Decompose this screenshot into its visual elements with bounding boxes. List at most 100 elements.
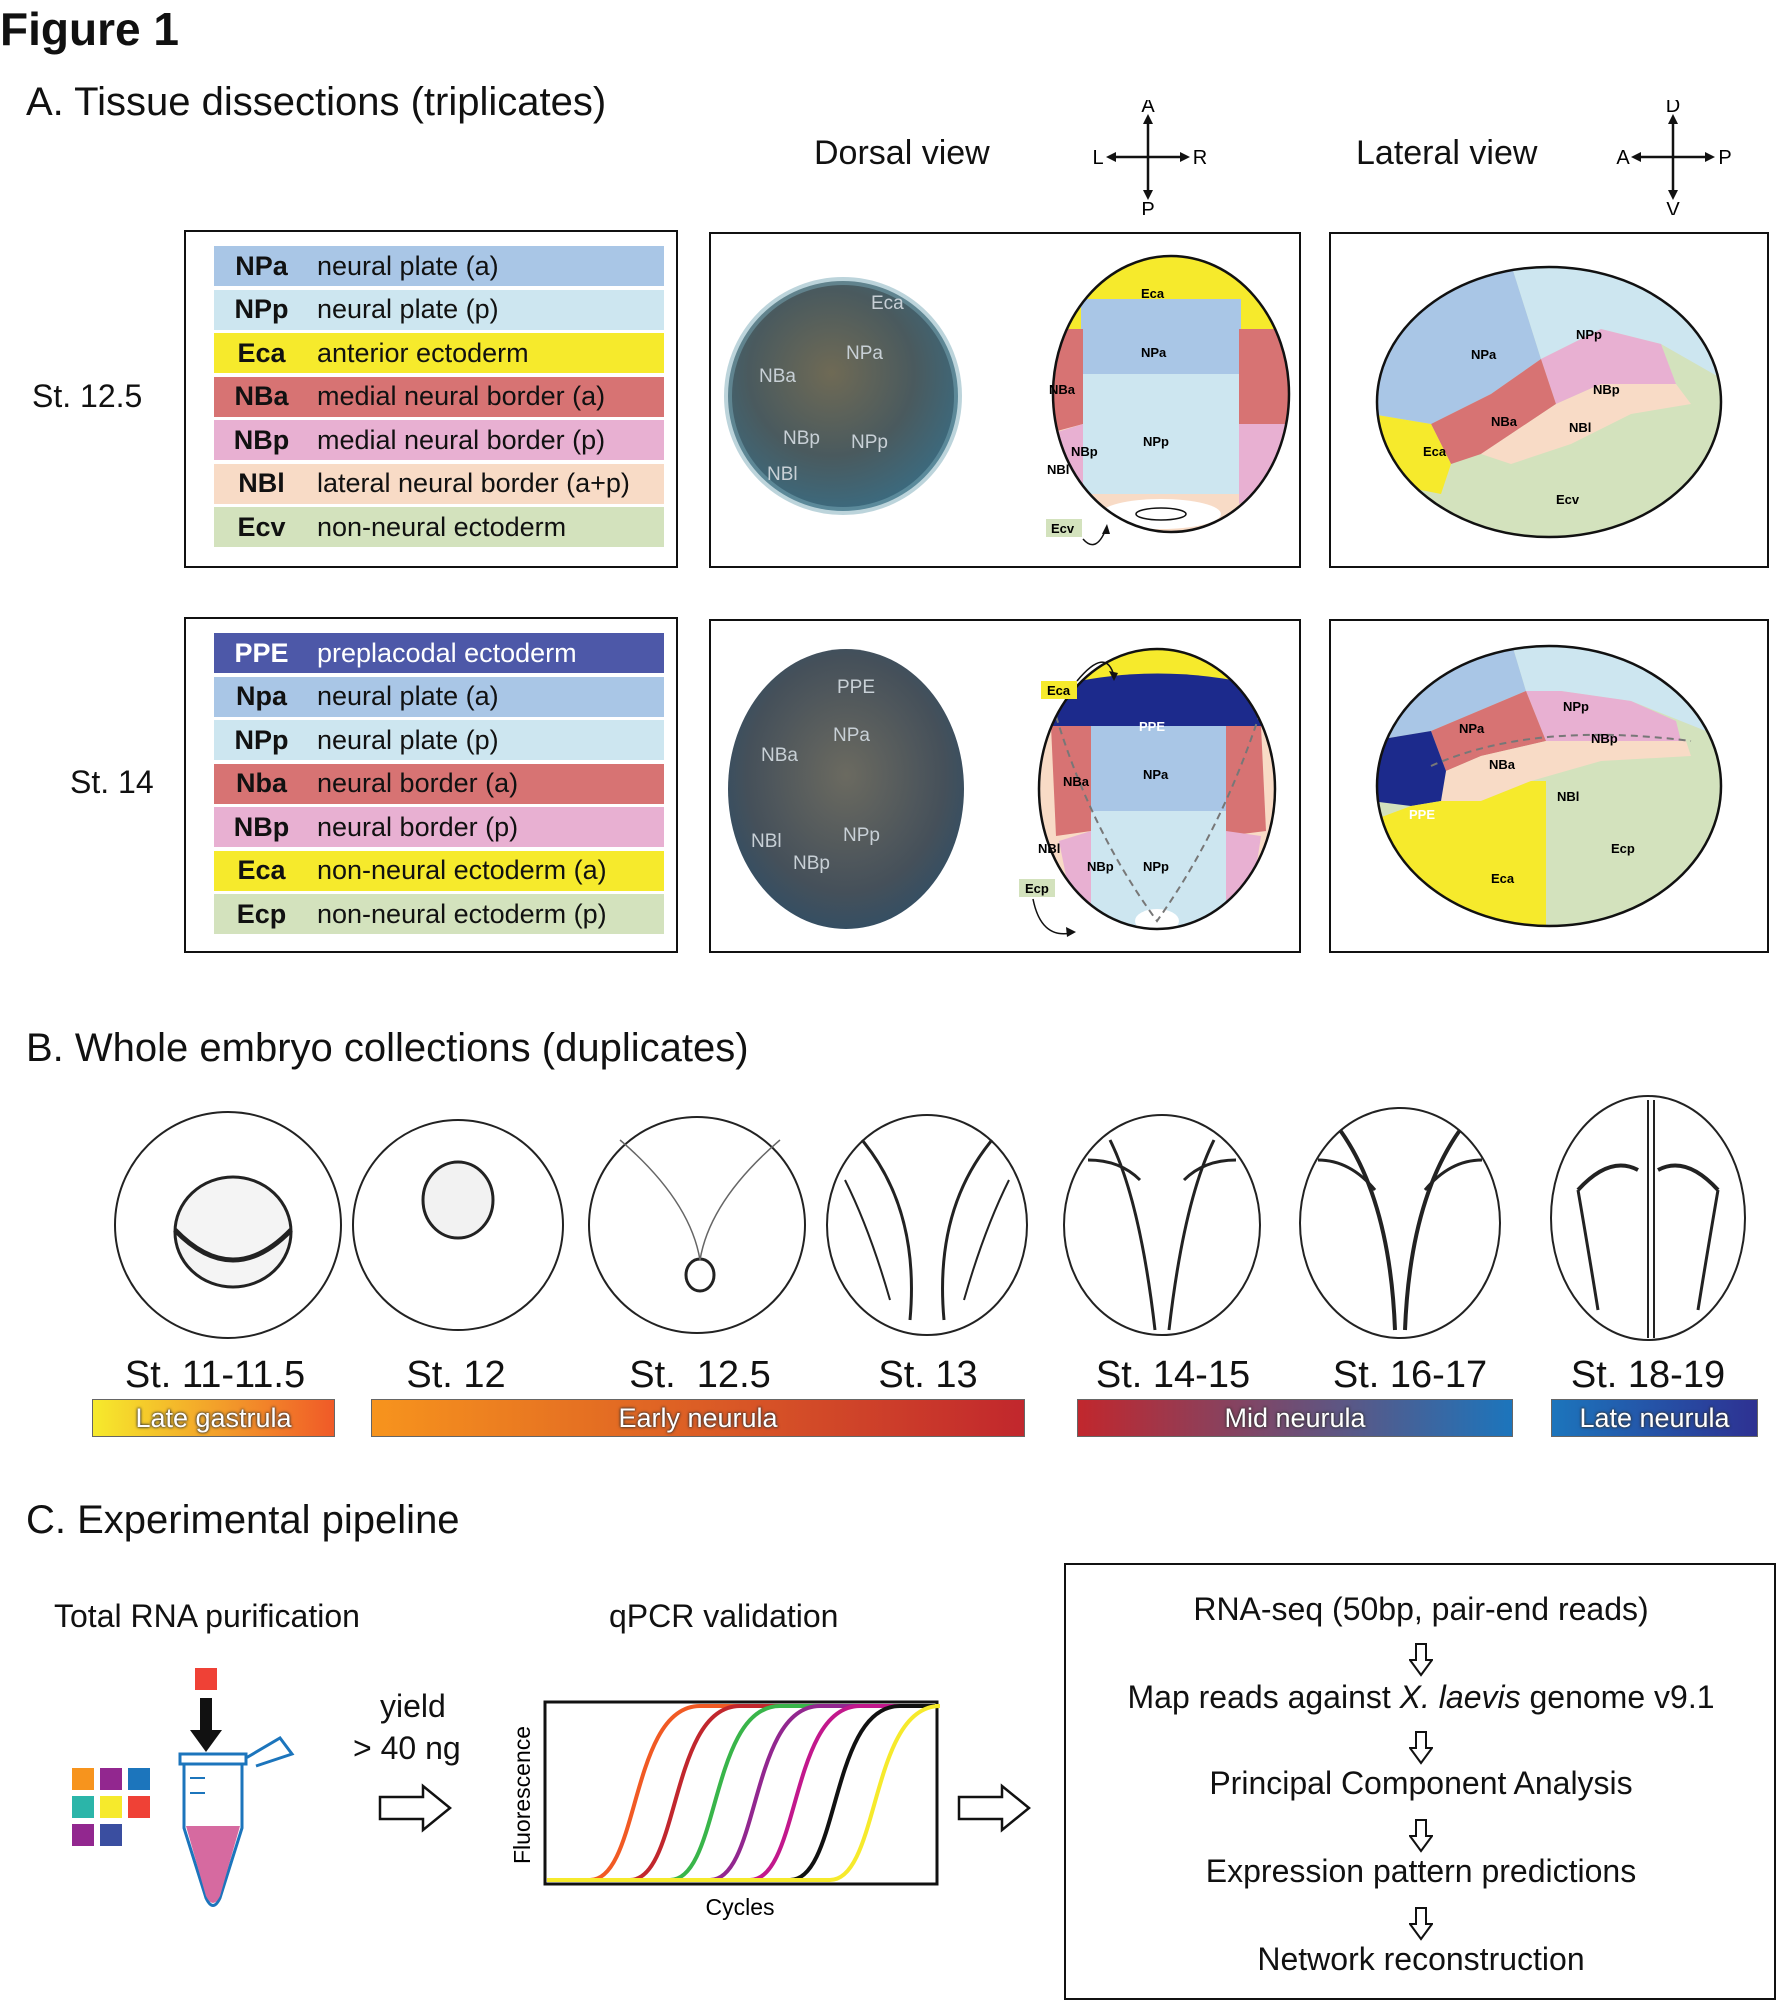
- photo-label: NPa: [833, 725, 870, 746]
- legend-row: NPa neural plate (a): [214, 246, 664, 286]
- rna-purification-label: Total RNA purification: [54, 1598, 360, 1634]
- panel-c-title: C. Experimental pipeline: [26, 1498, 460, 1542]
- legend-row: NBp neural border (p): [214, 807, 664, 847]
- axis-right: R: [1193, 147, 1207, 169]
- analysis-workflow-box: RNA-seq (50bp, pair-end reads) Map reads…: [1064, 1563, 1776, 2000]
- sample-square: [100, 1824, 122, 1846]
- photo-label: NBp: [783, 428, 820, 449]
- schematic-label: NBp: [1087, 859, 1114, 874]
- legend-code: NPp: [234, 724, 289, 755]
- legend-desc: lateral neural border (a+p): [317, 468, 630, 498]
- legend-row: NBp medial neural border (p): [214, 420, 664, 460]
- photo-label: NBp: [793, 853, 830, 874]
- legend-row: NPp neural plate (p): [214, 289, 664, 330]
- legend-code: NPp: [234, 294, 289, 324]
- embryo-drawing-2: [352, 1119, 564, 1331]
- right-arrow-icon: [378, 1783, 452, 1833]
- legend-desc: medial neural border (a): [317, 381, 606, 411]
- axis-bottom: P: [1141, 199, 1154, 215]
- lateral-axes-icon: D V A P: [1616, 100, 1731, 215]
- photo-label: NPp: [843, 825, 880, 846]
- phase-label: Late gastrula: [135, 1402, 292, 1433]
- dorsal-images-st14: PPE NPa NBa NBl NPp NBp Eca PPE NBa NPa: [728, 647, 1277, 937]
- lateral-label: NBp: [1591, 731, 1618, 746]
- legend-desc: neural plate (p): [317, 294, 499, 324]
- lateral-box-st14: NPp NPa NBp NBa NBl PPE Ecp Eca: [1329, 619, 1769, 953]
- lateral-schematic-st12-5: NPa NPp NBp NBa NBl Eca Ecv: [1375, 265, 1723, 539]
- lateral-label: NPp: [1576, 327, 1602, 342]
- legend-desc: medial neural border (p): [317, 424, 606, 455]
- axis-right: P: [1718, 147, 1731, 169]
- sample-square: [100, 1796, 122, 1818]
- workflow-step-1: RNA-seq (50bp, pair-end reads): [1193, 1591, 1649, 1627]
- panel-b-title: B. Whole embryo collections (duplicates): [26, 1026, 749, 1070]
- legend-code: NPa: [235, 250, 288, 281]
- phase-bar-mid-neurula: Mid neurula: [1077, 1399, 1513, 1437]
- embryo-schematic-st12-5: [1053, 256, 1289, 532]
- stage-name: St. 14-15: [1095, 1354, 1251, 1396]
- down-arrow-icon: [1409, 1731, 1433, 1765]
- yield-label-2: > 40 ng: [353, 1730, 461, 1766]
- schematic-label: Ecv: [1051, 521, 1075, 536]
- legend-row: Ecp non-neural ectoderm (p): [214, 894, 664, 934]
- stage-name: St. 13: [878, 1354, 978, 1396]
- schematic-label: NBp: [1071, 444, 1098, 459]
- lateral-label: NPa: [1471, 347, 1497, 362]
- legend-desc: preplacodal ectoderm: [317, 637, 577, 668]
- down-arrow-icon: [1409, 1819, 1433, 1853]
- amplification-curve: [547, 1704, 935, 1882]
- legend-desc: neural border (a): [317, 768, 519, 798]
- amplification-curve: [547, 1704, 941, 1882]
- legend-code: Eca: [237, 337, 286, 368]
- axis-left: A: [1616, 147, 1630, 169]
- schematic-label: NPa: [1141, 345, 1167, 360]
- phase-bar-late-neurula: Late neurula: [1551, 1399, 1758, 1437]
- stage-name: St. 16-17: [1332, 1354, 1488, 1396]
- schematic-label: Eca: [1047, 683, 1071, 698]
- photo-label: NBa: [761, 745, 798, 766]
- legend-desc: neural plate (p): [317, 724, 499, 755]
- dorsal-images-st12-5: Eca NPa NBa NBp NPp NBl Eca NPa NBa NBp …: [724, 254, 1291, 546]
- lateral-label: Ecp: [1611, 841, 1635, 856]
- embryo-drawing-6: [1299, 1107, 1501, 1339]
- stage-label-12-5: St. 12.5: [32, 378, 143, 414]
- qpcr-validation-label: qPCR validation: [609, 1598, 839, 1634]
- workflow-step-4: Expression pattern predictions: [1205, 1853, 1637, 1889]
- legend-row: Nba neural border (a): [214, 763, 664, 804]
- schematic-label: NBa: [1063, 774, 1090, 789]
- legend-desc: non-neural ectoderm (p): [317, 898, 607, 929]
- legend-box-st12-5: NPa neural plate (a) NPp neural plate (p) Ec…: [184, 230, 678, 568]
- legend-desc: neural plate (a): [317, 681, 499, 711]
- phase-bar-late-gastrula: Late gastrula: [92, 1399, 335, 1437]
- axis-top: A: [1141, 100, 1155, 117]
- legend-code: NBl: [238, 468, 285, 498]
- phase-bar-early-neurula: Early neurula: [371, 1399, 1025, 1437]
- down-arrow-icon: [1409, 1643, 1433, 1677]
- legend-code: Npa: [235, 681, 287, 711]
- lateral-label: NBa: [1489, 757, 1516, 772]
- sample-square: [72, 1768, 94, 1790]
- qpcr-y-axis-label: Fluorescence: [509, 1726, 535, 1864]
- lateral-label: NBl: [1557, 789, 1579, 804]
- stage-label-14: St. 14: [70, 764, 154, 800]
- embryo-drawing-1: [114, 1111, 342, 1339]
- stage-name: St. 12: [406, 1354, 506, 1396]
- legend-row: Ecv non-neural ectoderm: [214, 507, 664, 547]
- phase-label: Late neurula: [1579, 1402, 1730, 1433]
- workflow-step-3: Principal Component Analysis: [1209, 1765, 1633, 1801]
- lateral-label: Eca: [1491, 871, 1515, 886]
- legend-code: NBa: [234, 381, 289, 411]
- embryo-photo-st12-5: Eca NPa NBa NBp NPp NBl: [724, 277, 962, 515]
- dorsal-axes-icon: A P L R: [1092, 100, 1207, 215]
- photo-label: Eca: [871, 293, 904, 314]
- sample-square: [128, 1796, 150, 1818]
- panel-a-title: A. Tissue dissections (triplicates): [26, 80, 607, 124]
- stage-name: St. 11-11.5: [124, 1354, 306, 1396]
- down-arrow-icon: [1409, 1907, 1433, 1941]
- sample-square: [72, 1796, 94, 1818]
- legend-row: Eca non-neural ectoderm (a): [214, 850, 664, 891]
- lateral-label: Ecv: [1556, 492, 1580, 507]
- legend-code: Eca: [237, 855, 286, 885]
- workflow-step-5: Network reconstruction: [1257, 1941, 1585, 1977]
- legend-code: Nba: [235, 768, 287, 798]
